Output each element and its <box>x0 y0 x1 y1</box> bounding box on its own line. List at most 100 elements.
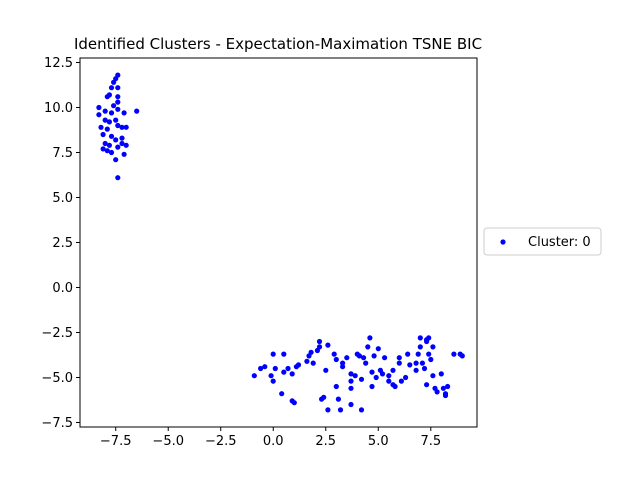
data-point <box>442 392 449 399</box>
data-point <box>382 355 388 361</box>
data-point <box>413 367 419 373</box>
y-tick-label: 2.5 <box>52 236 73 251</box>
legend-marker <box>500 239 506 245</box>
data-point <box>358 407 365 413</box>
data-point <box>390 367 396 373</box>
y-tick-label: 12.5 <box>44 56 73 71</box>
data-point <box>386 373 392 379</box>
data-point <box>262 364 268 370</box>
data-point <box>361 355 367 361</box>
data-point <box>379 371 386 377</box>
legend-box <box>483 227 602 256</box>
data-point <box>325 407 331 413</box>
data-point <box>451 351 457 357</box>
data-point <box>134 108 140 114</box>
data-point <box>108 133 115 139</box>
data-point <box>102 108 108 114</box>
data-point <box>108 85 115 91</box>
data-point <box>371 353 377 359</box>
data-point <box>270 378 276 384</box>
data-point <box>102 117 108 123</box>
data-point <box>415 351 421 357</box>
y-tick-label: −7.5 <box>41 416 73 431</box>
data-point <box>291 400 297 406</box>
data-point <box>438 371 444 377</box>
data-point <box>440 385 446 391</box>
x-axis: −7.5 −5.0 −2.5 0.0 2.5 5.0 7.5 <box>100 427 441 449</box>
data-point <box>430 344 436 350</box>
data-point <box>386 378 392 384</box>
data-point <box>369 383 375 390</box>
data-point <box>119 124 125 130</box>
data-point <box>279 391 285 397</box>
data-point <box>405 351 411 357</box>
x-tick-label: 2.5 <box>315 434 336 449</box>
data-point <box>459 353 465 359</box>
data-point <box>316 344 323 350</box>
data-points <box>96 72 465 413</box>
data-point <box>340 364 346 370</box>
data-point <box>295 362 302 368</box>
x-tick-label: 0.0 <box>263 434 284 449</box>
data-point <box>392 383 398 390</box>
data-point <box>419 360 425 366</box>
data-point <box>424 382 430 388</box>
data-point <box>428 356 434 363</box>
data-point <box>356 353 362 359</box>
data-point <box>417 335 423 341</box>
data-point <box>115 106 121 112</box>
data-point <box>123 124 129 130</box>
data-point <box>121 151 127 157</box>
data-point <box>281 369 287 375</box>
data-point <box>333 356 339 363</box>
data-point <box>121 110 127 116</box>
data-point <box>104 126 110 132</box>
y-tick-label: 0.0 <box>52 281 73 296</box>
data-point <box>289 371 295 377</box>
data-point <box>375 346 381 352</box>
chart-title: Identified Clusters - Expectation-Maxima… <box>74 35 482 53</box>
data-point <box>323 367 329 373</box>
data-point <box>106 142 112 148</box>
data-point <box>251 373 257 379</box>
data-point <box>396 360 402 366</box>
data-point <box>102 140 108 147</box>
data-point <box>104 148 110 154</box>
data-point <box>348 385 354 391</box>
x-tick-label: −7.5 <box>100 434 132 449</box>
data-point <box>434 389 440 395</box>
data-point <box>115 99 121 105</box>
data-point <box>344 355 350 361</box>
data-point <box>337 407 344 413</box>
data-point <box>413 360 419 366</box>
data-point <box>352 373 358 379</box>
data-point <box>396 355 402 361</box>
data-point <box>308 349 314 355</box>
legend-label-cluster-0: Cluster: 0 <box>528 235 591 250</box>
data-point <box>340 360 346 366</box>
x-tick-label: 5.0 <box>368 434 389 449</box>
data-point <box>430 373 436 379</box>
data-point <box>373 374 379 381</box>
data-point <box>367 335 373 341</box>
data-point <box>398 378 404 384</box>
data-point <box>106 119 112 125</box>
data-point <box>123 142 129 148</box>
data-point <box>113 117 119 123</box>
data-point <box>369 369 375 375</box>
data-point <box>115 122 121 129</box>
data-point <box>119 135 125 141</box>
data-point <box>272 365 278 372</box>
data-point <box>403 374 409 381</box>
data-point <box>407 362 413 368</box>
data-point <box>348 378 354 384</box>
data-point <box>270 351 276 357</box>
data-point <box>325 342 331 348</box>
legend: Cluster: 0 <box>483 227 602 256</box>
data-point <box>358 376 365 382</box>
data-point <box>445 383 451 390</box>
data-point <box>100 131 106 138</box>
data-point <box>348 371 354 377</box>
data-point <box>304 358 310 364</box>
